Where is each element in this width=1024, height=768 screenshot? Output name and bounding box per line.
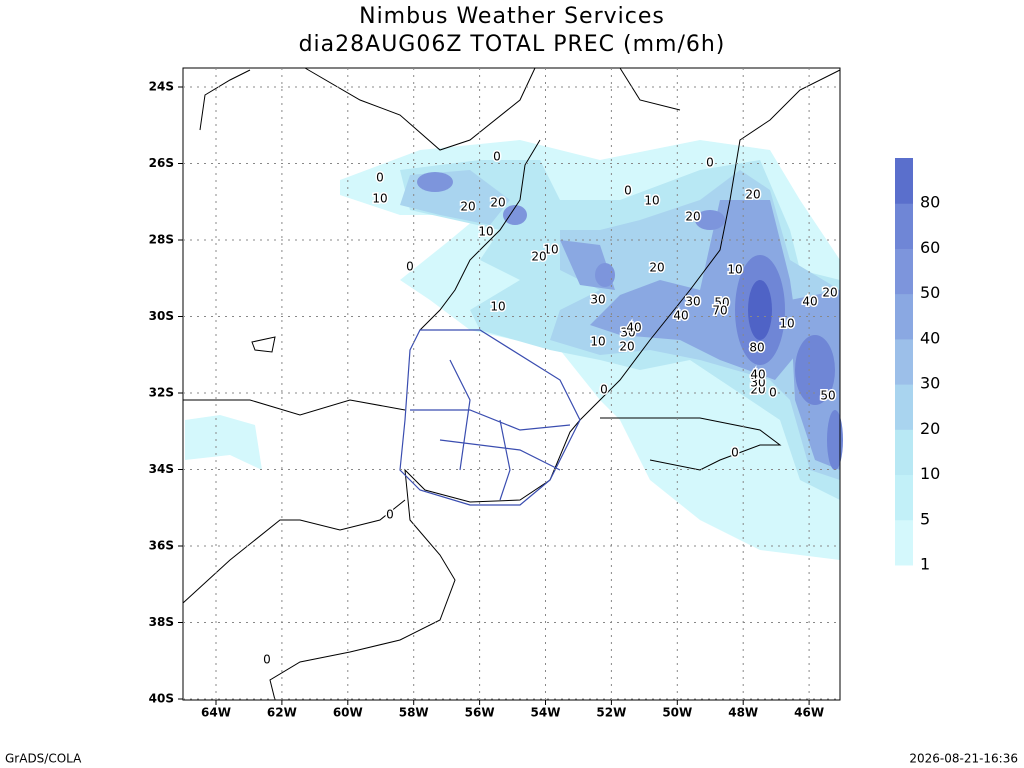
footer-left: GrADS/COLA bbox=[5, 752, 82, 766]
lon-label: 60W bbox=[333, 706, 363, 720]
contour-label: 10 bbox=[543, 243, 558, 257]
contour-label: 20 bbox=[490, 196, 505, 210]
lon-label: 62W bbox=[267, 706, 297, 720]
colorbar-band bbox=[895, 248, 913, 295]
subtitle: dia28AUG06Z TOTAL PREC (mm/6h) bbox=[299, 32, 726, 57]
contour-label: 10 bbox=[590, 335, 605, 349]
precipitation bbox=[185, 140, 843, 560]
contour-label: 0 bbox=[600, 383, 608, 397]
contour-label: 0 bbox=[406, 260, 414, 274]
colorbar-band bbox=[895, 474, 913, 521]
contour-label: 50 bbox=[820, 389, 835, 403]
lon-label: 54W bbox=[531, 706, 561, 720]
contour-label: 10 bbox=[490, 300, 505, 314]
colorbar-label: 60 bbox=[920, 238, 940, 257]
colorbar-label: 10 bbox=[920, 464, 940, 483]
contour-label: 10 bbox=[478, 225, 493, 239]
contour-label: 20 bbox=[745, 188, 760, 202]
contour-label: 10 bbox=[644, 194, 659, 208]
contour-label: 30 bbox=[750, 376, 765, 390]
colorbar-band bbox=[895, 338, 913, 385]
contour-label: 40 bbox=[673, 309, 688, 323]
contour-label: 10 bbox=[779, 317, 794, 331]
contour-label: 40 bbox=[750, 368, 765, 382]
contour-label: 0 bbox=[769, 386, 777, 400]
colorbar-band bbox=[895, 203, 913, 249]
lon-label: 48W bbox=[728, 706, 758, 720]
colorbar-band bbox=[895, 158, 913, 204]
map-frame bbox=[182, 67, 841, 701]
contour-label: 20 bbox=[822, 286, 837, 300]
colorbar-band bbox=[895, 293, 913, 340]
contour-label: 80 bbox=[749, 341, 764, 355]
colorbar-label: 20 bbox=[920, 419, 940, 438]
contour-label: 0 bbox=[263, 653, 271, 667]
contour-label: 10 bbox=[372, 192, 387, 206]
contour-label: 10 bbox=[727, 263, 742, 277]
contour-label: 40 bbox=[626, 321, 641, 335]
lon-label: 50W bbox=[662, 706, 692, 720]
colorbar-band bbox=[895, 519, 913, 566]
contour-label: 20 bbox=[619, 340, 634, 354]
lon-label: 58W bbox=[399, 706, 429, 720]
contour-label: 50 bbox=[714, 296, 729, 310]
colorbar-label: 40 bbox=[920, 328, 940, 347]
contour-label: 0 bbox=[493, 150, 501, 164]
contour-label: 20 bbox=[460, 200, 475, 214]
contour-label: 20 bbox=[531, 250, 546, 264]
contour-label: 20 bbox=[649, 261, 664, 275]
colorbar-band bbox=[895, 429, 913, 476]
colorbar-label: 30 bbox=[920, 374, 940, 393]
footer-right: 2026-08-21-16:36 bbox=[909, 752, 1018, 766]
coastline bbox=[182, 67, 841, 701]
colorbar-label: 5 bbox=[920, 509, 930, 528]
contour-label: 0 bbox=[376, 171, 384, 185]
contour-label: 30 bbox=[685, 295, 700, 309]
colorbar-label: 80 bbox=[920, 193, 940, 212]
contour-label: 70 bbox=[712, 304, 727, 318]
lat-label: 24S bbox=[149, 80, 174, 94]
contour-label: 20 bbox=[750, 383, 765, 397]
colorbar-label: 1 bbox=[920, 555, 930, 574]
lat-label: 36S bbox=[149, 539, 174, 553]
contour-label: 0 bbox=[706, 156, 714, 170]
contour-label: 20 bbox=[685, 210, 700, 224]
lat-label: 30S bbox=[149, 309, 174, 323]
contour-label: 40 bbox=[802, 295, 817, 309]
lat-label: 40S bbox=[149, 692, 174, 706]
lon-label: 64W bbox=[201, 706, 231, 720]
title: Nimbus Weather Services bbox=[359, 4, 665, 29]
contour-label: 0 bbox=[386, 508, 394, 522]
colorbar-label: 50 bbox=[920, 283, 940, 302]
contour-label: 0 bbox=[731, 446, 739, 460]
lon-label: 52W bbox=[596, 706, 626, 720]
lat-label: 28S bbox=[149, 233, 174, 247]
contour-label: 30 bbox=[620, 326, 635, 340]
lat-label: 32S bbox=[149, 386, 174, 400]
lon-label: 56W bbox=[465, 706, 495, 720]
lat-label: 26S bbox=[149, 156, 174, 170]
lat-label: 38S bbox=[149, 615, 174, 629]
lon-label: 46W bbox=[794, 706, 824, 720]
lat-label: 34S bbox=[149, 462, 174, 476]
uruguay bbox=[399, 329, 581, 506]
contour-label: 30 bbox=[590, 293, 605, 307]
colorbar-band bbox=[895, 384, 913, 430]
contour-label: 0 bbox=[624, 184, 632, 198]
